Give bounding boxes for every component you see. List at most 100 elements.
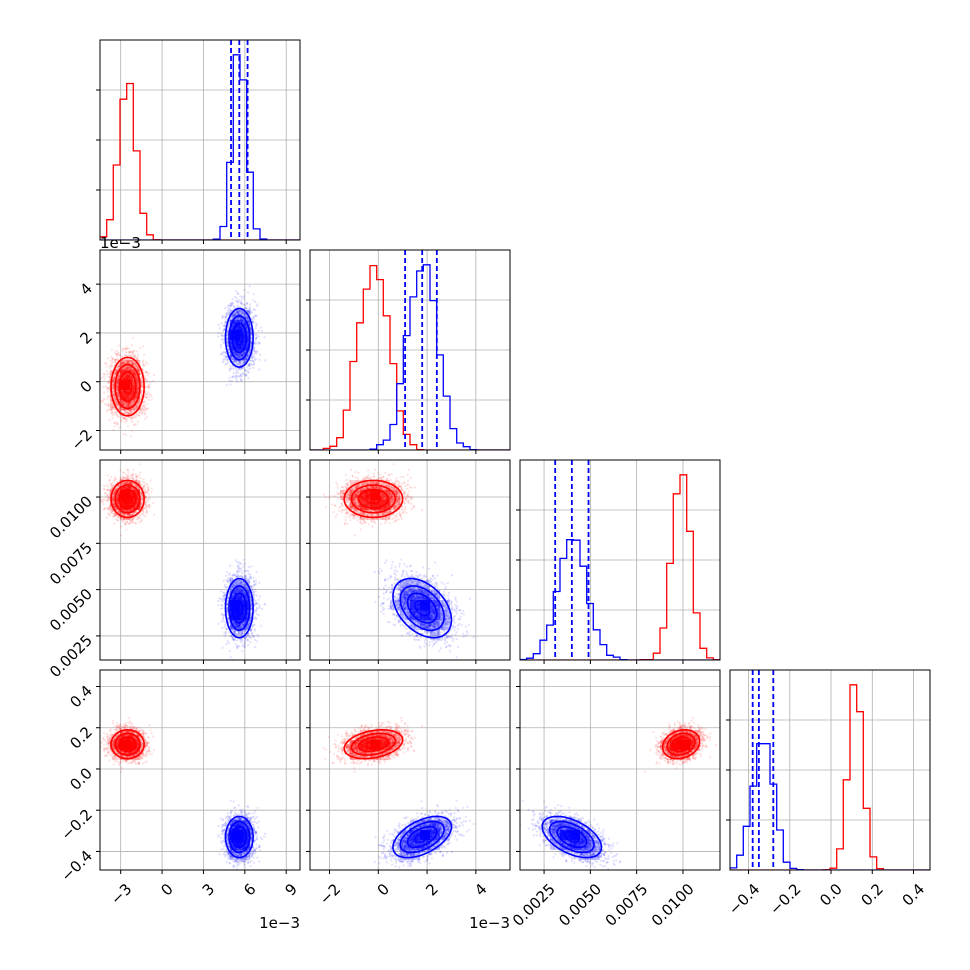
scatter-point bbox=[116, 384, 119, 387]
scatter-point bbox=[105, 362, 108, 365]
scatter-point bbox=[137, 369, 140, 372]
scatter-point bbox=[145, 416, 148, 419]
scatter-point bbox=[131, 420, 134, 423]
scatter-point bbox=[129, 375, 132, 378]
scatter-point bbox=[118, 426, 121, 429]
scatter-point bbox=[127, 409, 130, 412]
scatter-point bbox=[239, 373, 242, 376]
scatter-point bbox=[127, 402, 130, 405]
scatter-point bbox=[245, 306, 248, 310]
scatter-point bbox=[120, 419, 123, 422]
scatter-point bbox=[224, 355, 227, 358]
scatter-point bbox=[239, 295, 242, 298]
scatter-point bbox=[240, 299, 243, 302]
scatter-point bbox=[115, 410, 118, 413]
scatter-point bbox=[263, 336, 266, 339]
scatter-point bbox=[129, 393, 132, 396]
scatter-point bbox=[115, 353, 119, 356]
scatter-point bbox=[118, 395, 121, 398]
scatter-point bbox=[145, 381, 148, 384]
scatter-point bbox=[114, 372, 117, 375]
scatter-point bbox=[136, 388, 139, 391]
scatter-point bbox=[133, 385, 136, 388]
scatter-point bbox=[125, 404, 128, 407]
scatter-point bbox=[153, 374, 156, 377]
scatter-point bbox=[114, 359, 117, 362]
scatter-point bbox=[116, 415, 119, 418]
scatter-point bbox=[142, 361, 145, 364]
scatter-point bbox=[129, 401, 132, 404]
scatter-point bbox=[133, 354, 136, 357]
scatter-point bbox=[217, 332, 220, 335]
scatter-point bbox=[222, 351, 225, 354]
scatter-point bbox=[106, 408, 109, 411]
scatter-point bbox=[117, 351, 120, 354]
scatter-point bbox=[142, 345, 145, 348]
scatter-point bbox=[243, 303, 246, 307]
scatter-point bbox=[254, 327, 257, 330]
scatter-point bbox=[221, 334, 224, 337]
scatter-point bbox=[134, 396, 138, 399]
scatter-point bbox=[235, 297, 238, 300]
scatter-point bbox=[114, 361, 117, 364]
scatter-point bbox=[103, 378, 106, 381]
scatter-point bbox=[236, 380, 239, 383]
scatter-point bbox=[105, 373, 108, 376]
scatter-point bbox=[135, 395, 138, 398]
scatter-point bbox=[148, 392, 151, 395]
scatter-point bbox=[137, 387, 140, 390]
scatter-point bbox=[116, 422, 119, 425]
scatter-point bbox=[131, 360, 134, 363]
scatter-point bbox=[137, 390, 140, 393]
scatter-point bbox=[130, 362, 133, 365]
scatter-point bbox=[252, 318, 255, 321]
scatter-point bbox=[132, 372, 135, 375]
scatter-point bbox=[133, 362, 136, 365]
scatter-point bbox=[134, 397, 137, 400]
scatter-point bbox=[116, 378, 119, 381]
scatter-point bbox=[133, 349, 136, 352]
scatter-point bbox=[132, 387, 135, 390]
scatter-point bbox=[117, 374, 120, 378]
grid-1-1 bbox=[310, 250, 510, 450]
scatter-point bbox=[129, 408, 132, 411]
scatter-point bbox=[137, 401, 140, 405]
scatter-point bbox=[107, 403, 110, 406]
scatter-point bbox=[119, 406, 122, 409]
scatter-point bbox=[123, 416, 126, 420]
scatter-point bbox=[117, 375, 120, 379]
scatter-point bbox=[140, 407, 144, 410]
scatter-point bbox=[129, 377, 132, 380]
scatter-point bbox=[129, 369, 132, 372]
scatter-point bbox=[150, 398, 153, 401]
scatter-point bbox=[105, 398, 109, 401]
scatter-point bbox=[132, 363, 135, 366]
scatter-point bbox=[127, 412, 130, 415]
scatter-point bbox=[145, 392, 148, 396]
scatter-point bbox=[106, 357, 109, 360]
scatter-point bbox=[221, 361, 224, 364]
scatter-point bbox=[118, 405, 121, 408]
density-panel-1-0 bbox=[100, 285, 267, 438]
scatter-point bbox=[110, 362, 113, 365]
scatter-point bbox=[142, 403, 146, 406]
scatter-point bbox=[136, 365, 139, 368]
scatter-point bbox=[128, 347, 131, 350]
scatter-point bbox=[143, 409, 147, 412]
scatter-point bbox=[127, 404, 131, 407]
scatter-point bbox=[139, 396, 142, 399]
scatter-point bbox=[122, 432, 125, 436]
scatter-point bbox=[129, 366, 132, 369]
scatter-point bbox=[132, 355, 135, 358]
scatter-point bbox=[115, 349, 119, 352]
scatter-point bbox=[261, 329, 264, 332]
scatter-point bbox=[220, 322, 223, 325]
grid-2-2 bbox=[520, 460, 720, 660]
scatter-point bbox=[117, 344, 120, 347]
scatter-point bbox=[134, 399, 137, 402]
scatter-point bbox=[130, 375, 133, 378]
series-red-2d bbox=[100, 336, 156, 438]
scatter-point bbox=[109, 359, 112, 362]
scatter-point bbox=[148, 387, 151, 390]
